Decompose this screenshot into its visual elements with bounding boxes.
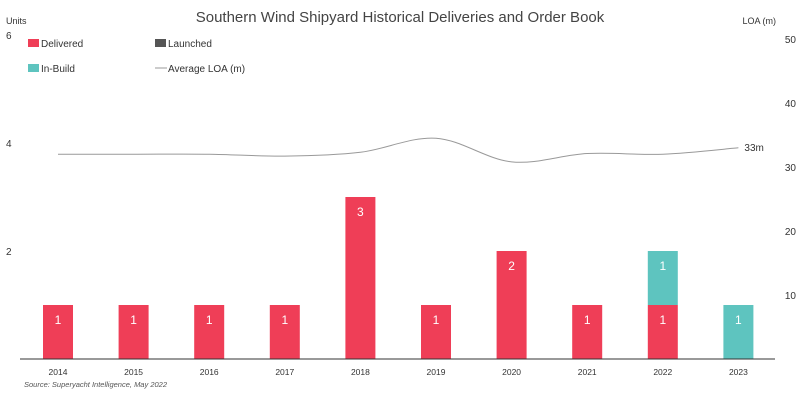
bar-delivered bbox=[421, 305, 451, 359]
left-axis-ticks: 2 4 6 bbox=[6, 31, 12, 258]
legend-swatch bbox=[28, 64, 39, 72]
bars: 1 1 1 1 3 1 2 1 1 1 1 bbox=[43, 197, 754, 359]
chart-title: Southern Wind Shipyard Historical Delive… bbox=[196, 9, 605, 26]
bar-value-label: 1 bbox=[55, 313, 62, 327]
x-tick-label: 2015 bbox=[124, 367, 143, 377]
average-loa-line-path bbox=[58, 137, 739, 163]
right-tick-label: 20 bbox=[785, 227, 797, 238]
left-tick-label: 6 bbox=[6, 31, 12, 42]
bar-delivered bbox=[496, 251, 527, 359]
right-tick-label: 10 bbox=[785, 291, 797, 302]
bar-value-label: 3 bbox=[357, 205, 364, 219]
bar-value-label: 1 bbox=[659, 313, 666, 327]
right-tick-label: 30 bbox=[785, 163, 797, 174]
legend-label: Average LOA (m) bbox=[168, 64, 245, 75]
bar-value-label: 1 bbox=[433, 313, 440, 327]
bar-value-label: 1 bbox=[206, 313, 213, 327]
line-end-label: 33m bbox=[744, 143, 763, 154]
bar-value-label: 1 bbox=[735, 313, 742, 327]
bar-value-label: 1 bbox=[130, 313, 137, 327]
left-tick-label: 4 bbox=[6, 139, 12, 150]
bar-delivered bbox=[194, 305, 225, 359]
bar-delivered bbox=[118, 305, 149, 359]
bar-delivered bbox=[572, 305, 603, 359]
bar-value-label: 1 bbox=[659, 259, 666, 273]
x-tick-label: 2022 bbox=[653, 367, 672, 377]
x-tick-label: 2023 bbox=[729, 367, 748, 377]
x-tick-label: 2021 bbox=[578, 367, 597, 377]
x-axis-ticks: 2014 2015 2016 2017 2018 2019 2020 2021 2022 2023 bbox=[49, 367, 749, 377]
bar-value-label: 2 bbox=[508, 259, 515, 273]
bar-delivered bbox=[269, 305, 300, 359]
right-axis-label: LOA (m) bbox=[742, 16, 776, 26]
left-tick-label: 2 bbox=[6, 247, 12, 258]
average-loa-line: 33m bbox=[58, 137, 764, 163]
bar-delivered bbox=[43, 305, 73, 359]
x-tick-label: 2018 bbox=[351, 367, 370, 377]
left-axis-label: Units bbox=[6, 16, 27, 26]
legend-label: In-Build bbox=[41, 64, 75, 75]
bar-in-build bbox=[723, 305, 754, 359]
bar-delivered bbox=[647, 305, 678, 359]
legend-swatch bbox=[28, 39, 39, 47]
legend-label: Delivered bbox=[41, 39, 83, 50]
legend: Delivered Launched In-Build Average LOA (m) bbox=[28, 39, 245, 75]
legend-swatch bbox=[155, 39, 166, 47]
x-tick-label: 2019 bbox=[427, 367, 446, 377]
right-tick-label: 40 bbox=[785, 99, 797, 110]
right-tick-label: 50 bbox=[785, 35, 797, 46]
x-tick-label: 2014 bbox=[49, 367, 68, 377]
source-note: Source: Superyacht Intelligence, May 202… bbox=[24, 380, 168, 389]
bar-value-label: 1 bbox=[281, 313, 288, 327]
bar-delivered bbox=[345, 197, 376, 359]
x-tick-label: 2020 bbox=[502, 367, 521, 377]
x-tick-label: 2017 bbox=[275, 367, 294, 377]
legend-label: Launched bbox=[168, 39, 212, 50]
bar-in-build bbox=[647, 251, 678, 305]
bar-value-label: 1 bbox=[584, 313, 591, 327]
x-tick-label: 2016 bbox=[200, 367, 219, 377]
right-axis-ticks: 10 20 30 40 50 bbox=[785, 35, 797, 302]
